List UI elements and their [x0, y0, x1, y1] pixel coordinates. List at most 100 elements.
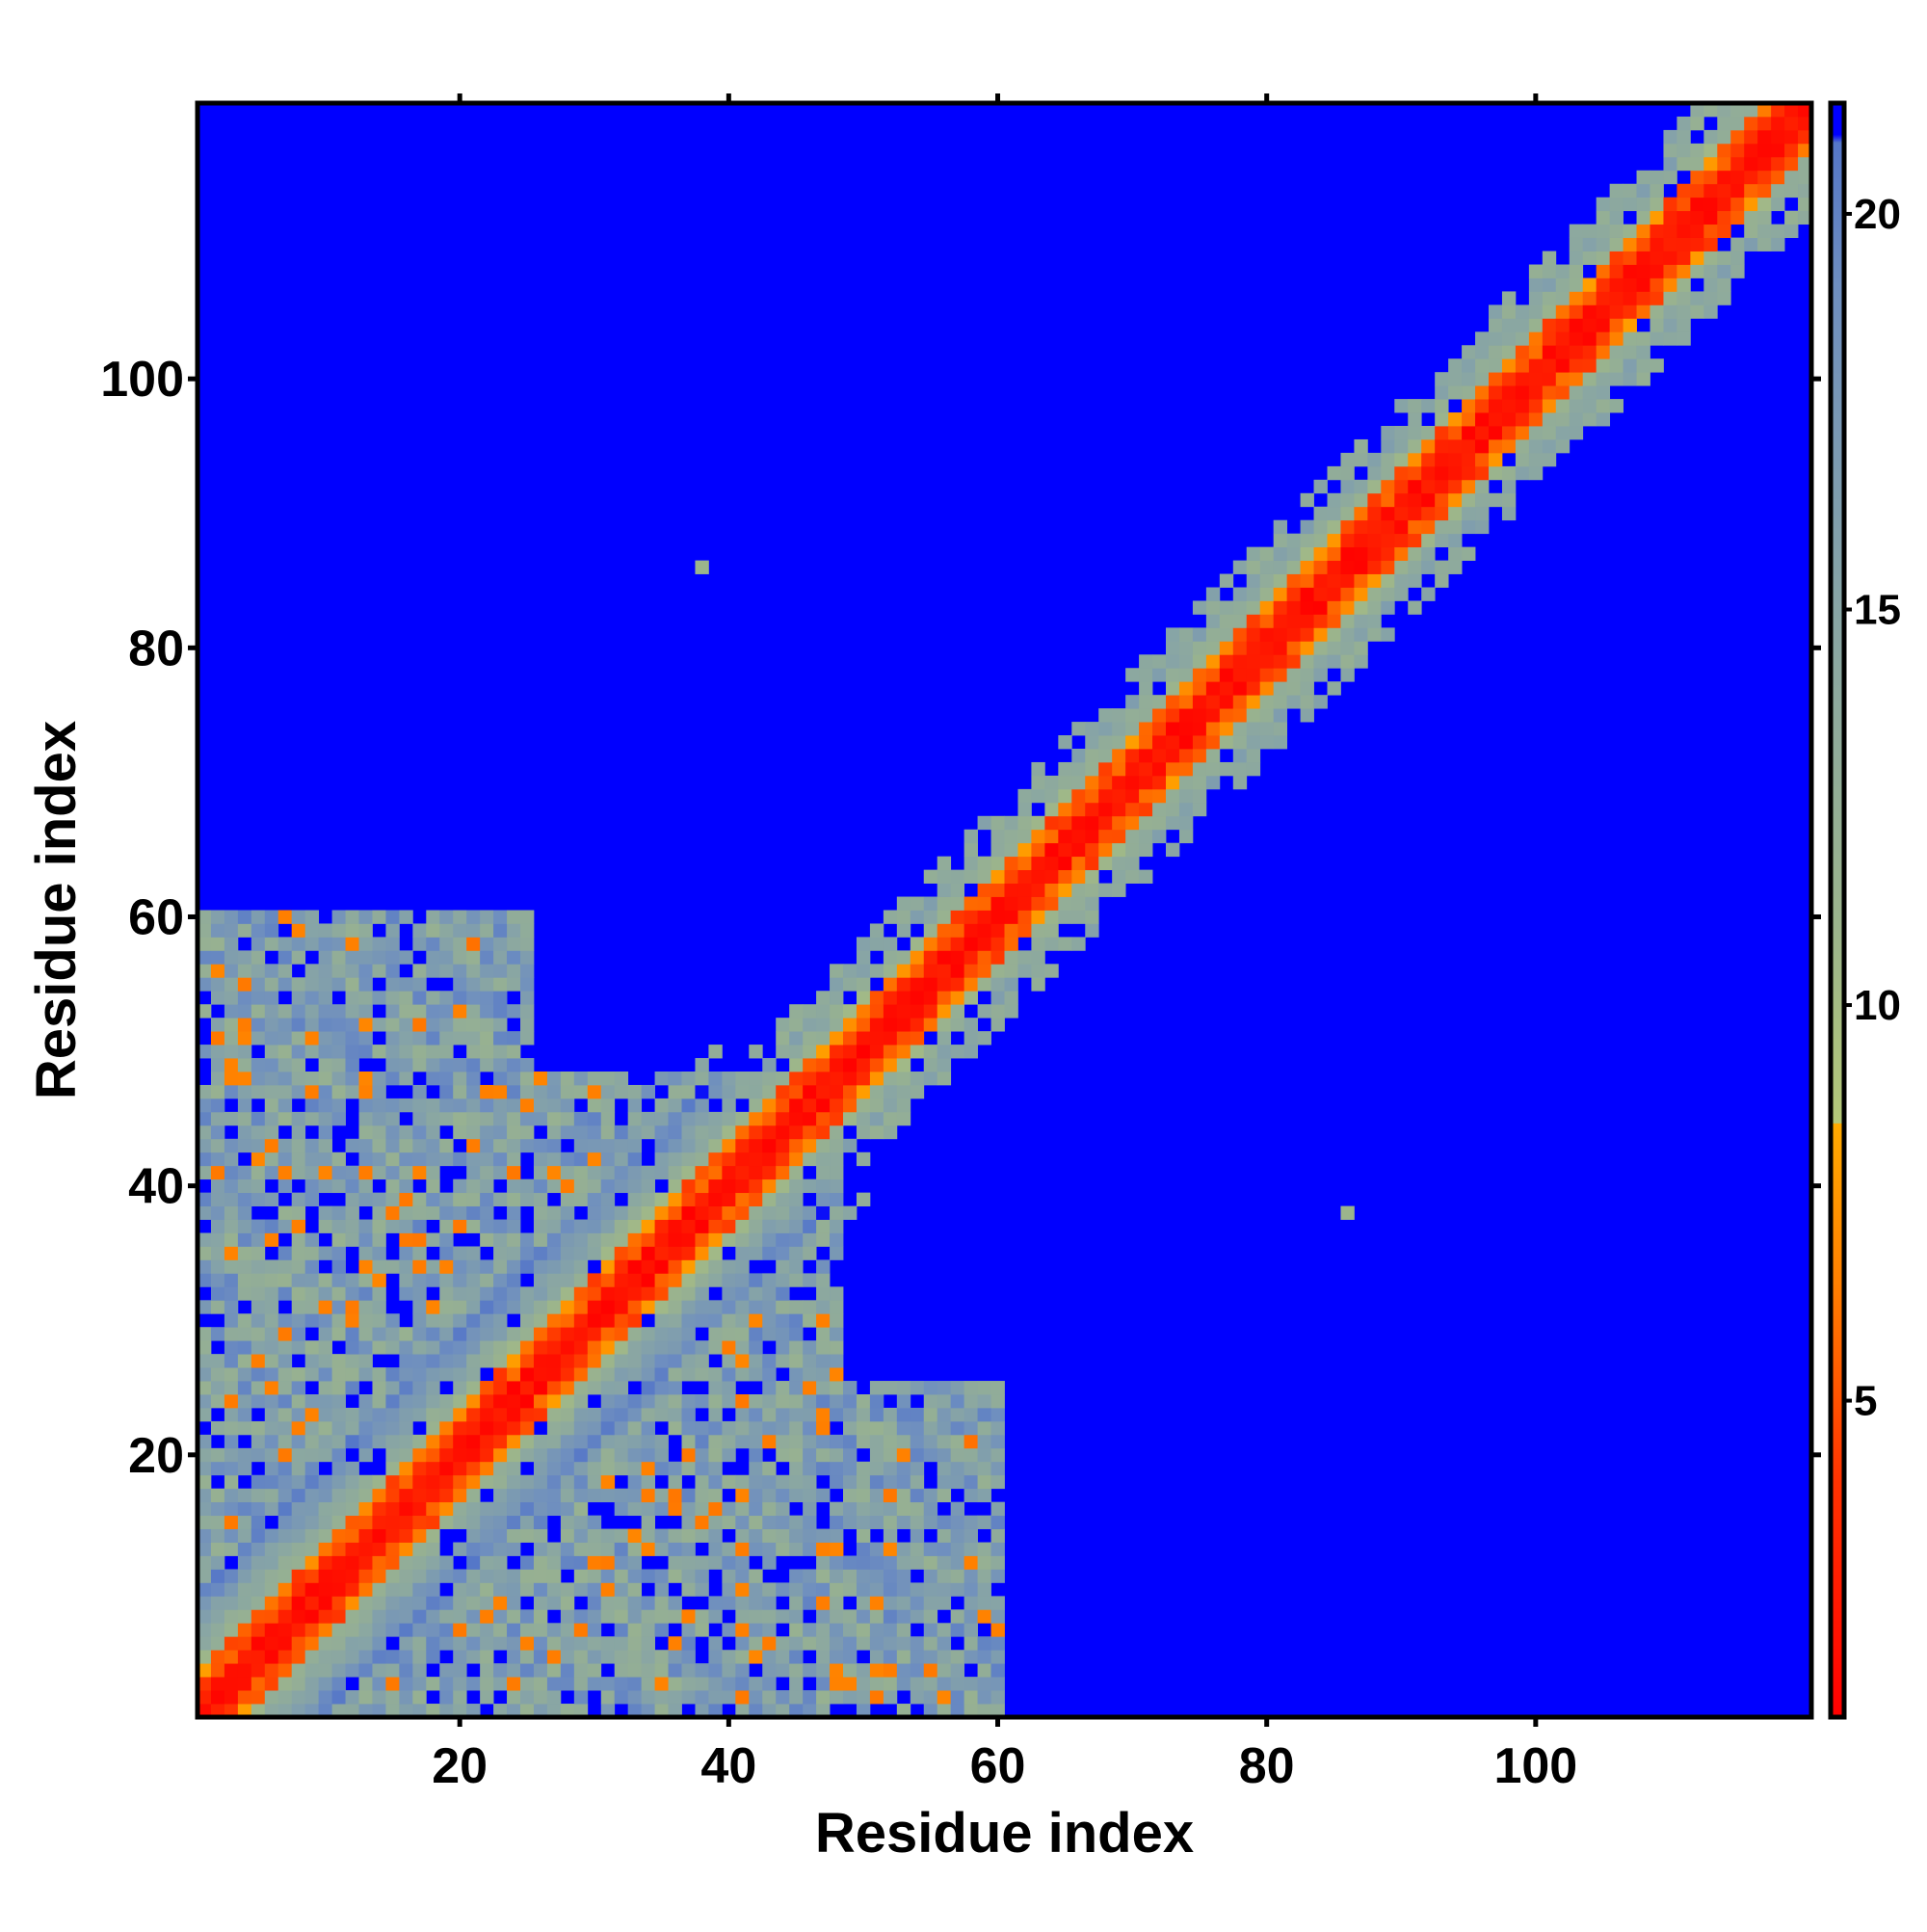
heatmap-cell — [210, 1111, 225, 1126]
x-tick-label: 20 — [432, 1738, 488, 1794]
heatmap-cell — [600, 1125, 616, 1140]
heatmap-cell — [681, 1246, 696, 1260]
heatmap-cell — [1569, 358, 1584, 373]
heatmap-cell — [1192, 681, 1207, 696]
heatmap-cell — [1125, 695, 1140, 709]
heatmap-cell — [573, 1151, 589, 1167]
heatmap-cell — [1219, 627, 1234, 642]
heatmap-cell — [318, 1596, 332, 1610]
heatmap-cell — [587, 1447, 602, 1463]
heatmap-cell — [224, 1300, 239, 1314]
heatmap-cell — [345, 1165, 359, 1180]
heatmap-cell — [681, 1488, 696, 1503]
heatmap-cell — [520, 1018, 535, 1032]
heatmap-cell — [1259, 587, 1275, 601]
heatmap-cell — [816, 1461, 831, 1476]
heatmap-cell — [345, 1690, 359, 1705]
heatmap-cell — [251, 910, 266, 924]
heatmap-cell — [507, 1650, 521, 1664]
heatmap-cell — [1246, 668, 1261, 682]
heatmap-cell — [573, 1259, 589, 1274]
heatmap-cell — [708, 1663, 723, 1678]
heatmap-cell — [1125, 842, 1140, 858]
heatmap-cell — [830, 1690, 844, 1705]
heatmap-cell — [762, 1663, 777, 1678]
heatmap-cell — [762, 1650, 777, 1664]
heatmap-cell — [372, 1407, 386, 1422]
heatmap-cell — [1555, 345, 1571, 359]
heatmap-cell — [345, 1018, 359, 1032]
heatmap-cell — [614, 1650, 629, 1664]
heatmap-cell — [546, 1569, 562, 1583]
heatmap-cell — [439, 1596, 454, 1610]
heatmap-cell — [331, 1596, 346, 1610]
heatmap-cell — [1528, 331, 1544, 346]
heatmap-cell — [358, 1447, 373, 1463]
heatmap-cell — [318, 1677, 332, 1691]
heatmap-cell — [198, 1045, 212, 1059]
heatmap-cell — [1139, 775, 1153, 790]
heatmap-cell — [251, 1111, 266, 1126]
heatmap-cell — [453, 1515, 467, 1529]
heatmap-cell — [937, 1677, 952, 1691]
heatmap-cell — [426, 1381, 440, 1395]
heatmap-cell — [224, 1246, 239, 1260]
heatmap-cell — [480, 1138, 494, 1153]
heatmap-cell — [439, 1488, 454, 1503]
heatmap-cell — [654, 1232, 669, 1247]
heatmap-cell — [803, 1515, 817, 1529]
heatmap-cell — [749, 1205, 763, 1220]
heatmap-cell — [466, 1018, 481, 1032]
heatmap-cell — [869, 1434, 884, 1449]
heatmap-cell — [1273, 573, 1288, 588]
heatmap-cell — [439, 1434, 454, 1449]
heatmap-cell — [426, 1125, 440, 1140]
heatmap-cell — [372, 1367, 386, 1382]
heatmap-cell — [237, 1178, 252, 1194]
heatmap-cell — [776, 1219, 790, 1233]
heatmap-cell — [762, 1474, 777, 1490]
heatmap-cell — [426, 1394, 440, 1409]
heatmap-cell — [776, 1515, 790, 1529]
heatmap-cell — [1017, 829, 1032, 844]
heatmap-cell — [869, 937, 884, 951]
heatmap-cell — [1044, 829, 1059, 844]
heatmap-cell — [412, 1354, 427, 1368]
heatmap-cell — [1515, 399, 1530, 413]
heatmap-cell — [896, 1394, 911, 1409]
heatmap-cell — [560, 1461, 575, 1476]
heatmap-cell — [533, 1677, 548, 1691]
heatmap-cell — [923, 1072, 938, 1086]
heatmap-cell — [910, 964, 925, 978]
heatmap-cell — [331, 977, 346, 992]
heatmap-cell — [426, 910, 440, 924]
heatmap-cell — [1690, 304, 1704, 319]
heatmap-cell — [1219, 681, 1234, 696]
heatmap-cell — [830, 1582, 844, 1597]
heatmap-cell — [977, 1569, 991, 1583]
heatmap-cell — [856, 1636, 871, 1651]
heatmap-cell — [937, 923, 952, 938]
heatmap-cell — [654, 1407, 669, 1422]
heatmap-cell — [331, 1018, 346, 1032]
heatmap-cell — [439, 1300, 454, 1314]
heatmap-cell — [883, 910, 898, 924]
heatmap-cell — [493, 1045, 508, 1059]
heatmap-cell — [627, 1555, 643, 1570]
heatmap-cell — [399, 950, 413, 965]
heatmap-cell — [600, 1488, 616, 1503]
heatmap-cell — [426, 1111, 440, 1126]
heatmap-cell — [1205, 708, 1221, 723]
heatmap-cell — [776, 1273, 790, 1287]
heatmap-cell — [520, 1407, 535, 1422]
heatmap-cell — [776, 1407, 790, 1422]
heatmap-cell — [1448, 358, 1463, 373]
heatmap-cell — [264, 1165, 279, 1180]
heatmap-cell — [869, 1663, 884, 1678]
heatmap-cell — [426, 1045, 440, 1059]
heatmap-cell — [803, 1542, 817, 1556]
heatmap-cell — [1717, 129, 1731, 145]
heatmap-cell — [439, 937, 454, 951]
heatmap-cell — [573, 1636, 589, 1651]
heatmap-cell — [883, 1515, 898, 1529]
